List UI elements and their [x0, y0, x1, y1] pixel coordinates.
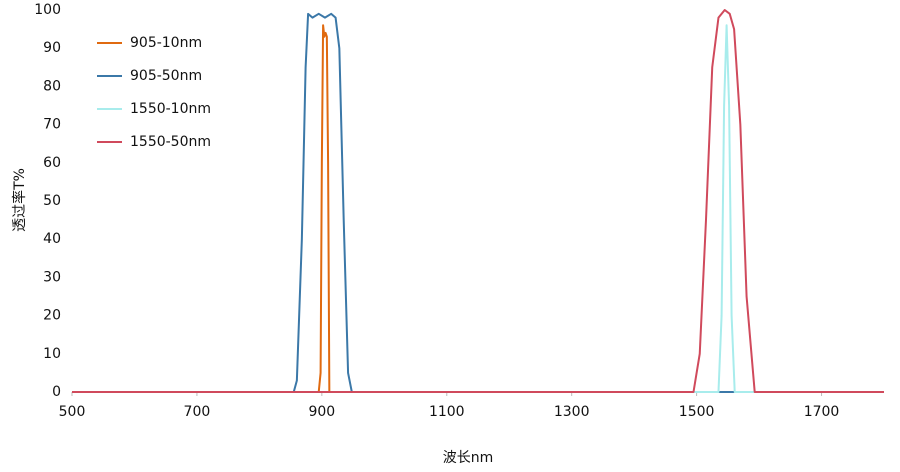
x-tick-label: 500	[59, 404, 86, 420]
legend-label: 1550-10nm	[130, 101, 211, 117]
series-line	[72, 24, 884, 393]
y-axis-title: 透过率T%	[11, 168, 28, 232]
y-tick-label: 40	[43, 231, 61, 247]
series-line	[72, 12, 884, 393]
y-tick-label: 100	[34, 2, 61, 18]
x-tick-label: 1700	[804, 404, 840, 420]
y-tick-label: 70	[43, 117, 61, 133]
x-tick-label: 1300	[554, 404, 590, 420]
y-tick-label: 0	[52, 384, 61, 400]
x-tick-label: 700	[184, 404, 211, 420]
y-tick-label: 80	[43, 78, 61, 94]
y-tick-label: 10	[43, 346, 61, 362]
x-tick-label: 900	[308, 404, 335, 420]
x-tick-label: 1500	[679, 404, 715, 420]
y-tick-label: 90	[43, 40, 61, 56]
series-line	[72, 9, 884, 393]
y-tick-label: 20	[43, 308, 61, 324]
legend-label: 905-10nm	[130, 35, 202, 51]
y-tick-label: 60	[43, 155, 61, 171]
y-tick-label: 50	[43, 193, 61, 209]
series-line	[72, 24, 884, 393]
y-tick-label: 30	[43, 269, 61, 285]
x-tick-label: 1100	[429, 404, 465, 420]
x-axis-title: 波长nm	[443, 450, 494, 466]
legend-label: 1550-50nm	[130, 134, 211, 150]
legend-label: 905-50nm	[130, 68, 202, 84]
